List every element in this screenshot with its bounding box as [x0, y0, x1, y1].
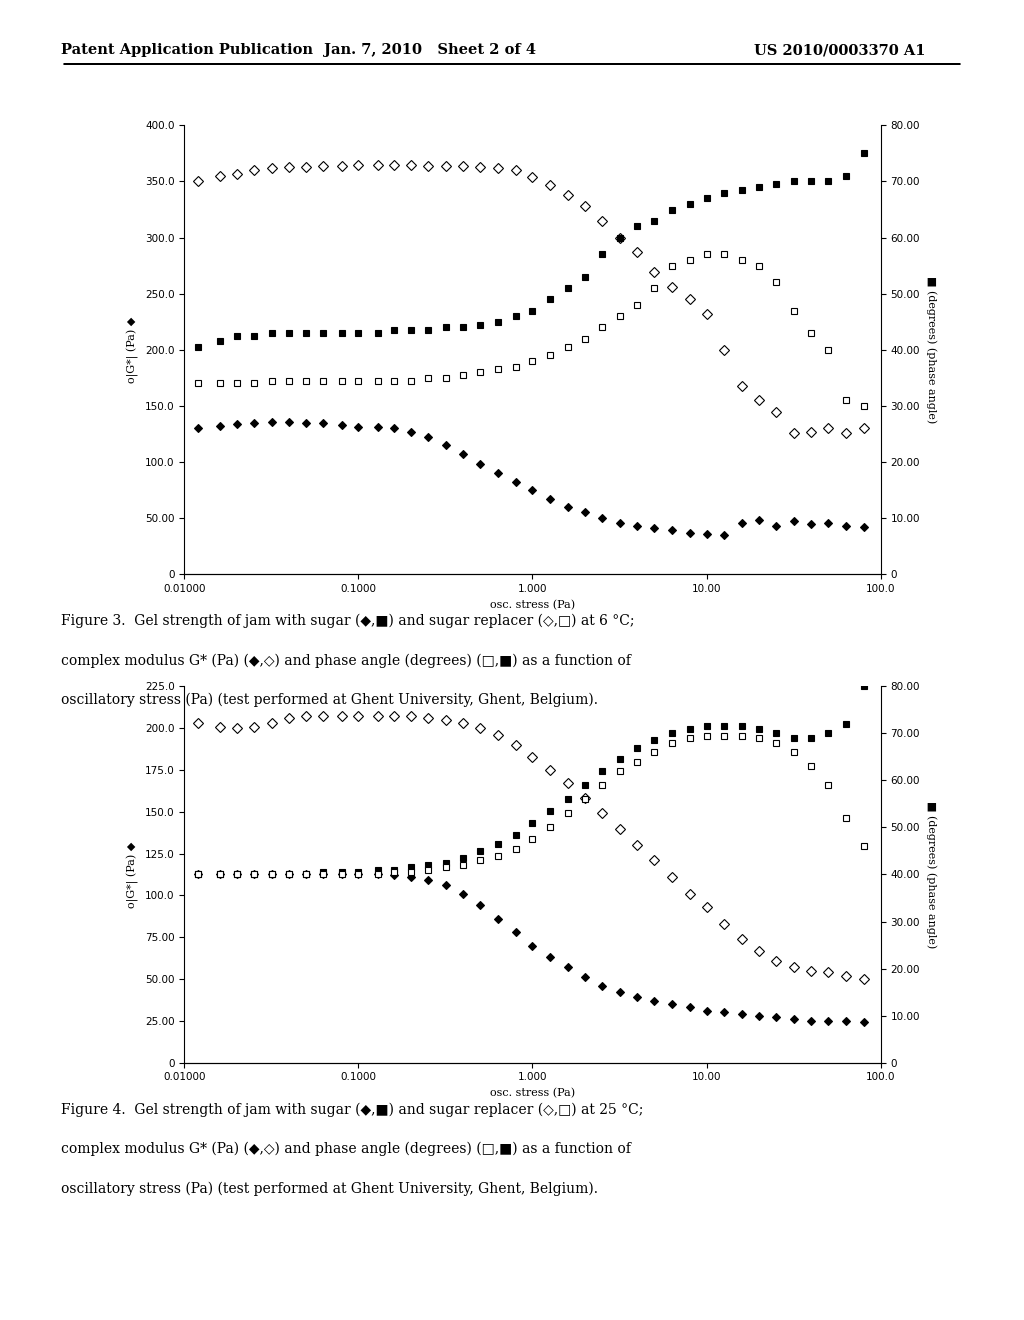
Text: Jan. 7, 2010   Sheet 2 of 4: Jan. 7, 2010 Sheet 2 of 4	[324, 44, 537, 57]
Y-axis label: o|G*| (Pa) ◆: o|G*| (Pa) ◆	[127, 841, 139, 908]
Text: Figure 4.  Gel strength of jam with sugar (◆,■) and sugar replacer (◇,□) at 25 °: Figure 4. Gel strength of jam with sugar…	[61, 1102, 644, 1117]
Text: Patent Application Publication: Patent Application Publication	[61, 44, 313, 57]
Text: complex modulus G* (Pa) (◆,◇) and phase angle (degrees) (□,■) as a function of: complex modulus G* (Pa) (◆,◇) and phase …	[61, 1142, 632, 1156]
X-axis label: osc. stress (Pa): osc. stress (Pa)	[489, 599, 575, 610]
X-axis label: osc. stress (Pa): osc. stress (Pa)	[489, 1088, 575, 1098]
Text: complex modulus G* (Pa) (◆,◇) and phase angle (degrees) (□,■) as a function of: complex modulus G* (Pa) (◆,◇) and phase …	[61, 653, 632, 668]
Y-axis label: ■ (degrees) (phase angle): ■ (degrees) (phase angle)	[926, 801, 937, 948]
Text: oscillatory stress (Pa) (test performed at Ghent University, Ghent, Belgium).: oscillatory stress (Pa) (test performed …	[61, 1181, 598, 1196]
Y-axis label: ■ (degrees) (phase angle): ■ (degrees) (phase angle)	[926, 276, 937, 424]
Text: oscillatory stress (Pa) (test performed at Ghent University, Ghent, Belgium).: oscillatory stress (Pa) (test performed …	[61, 693, 598, 708]
Text: Figure 3.  Gel strength of jam with sugar (◆,■) and sugar replacer (◇,□) at 6 °C: Figure 3. Gel strength of jam with sugar…	[61, 614, 635, 628]
Y-axis label: o|G*| (Pa) ◆: o|G*| (Pa) ◆	[127, 317, 139, 383]
Text: US 2010/0003370 A1: US 2010/0003370 A1	[754, 44, 926, 57]
